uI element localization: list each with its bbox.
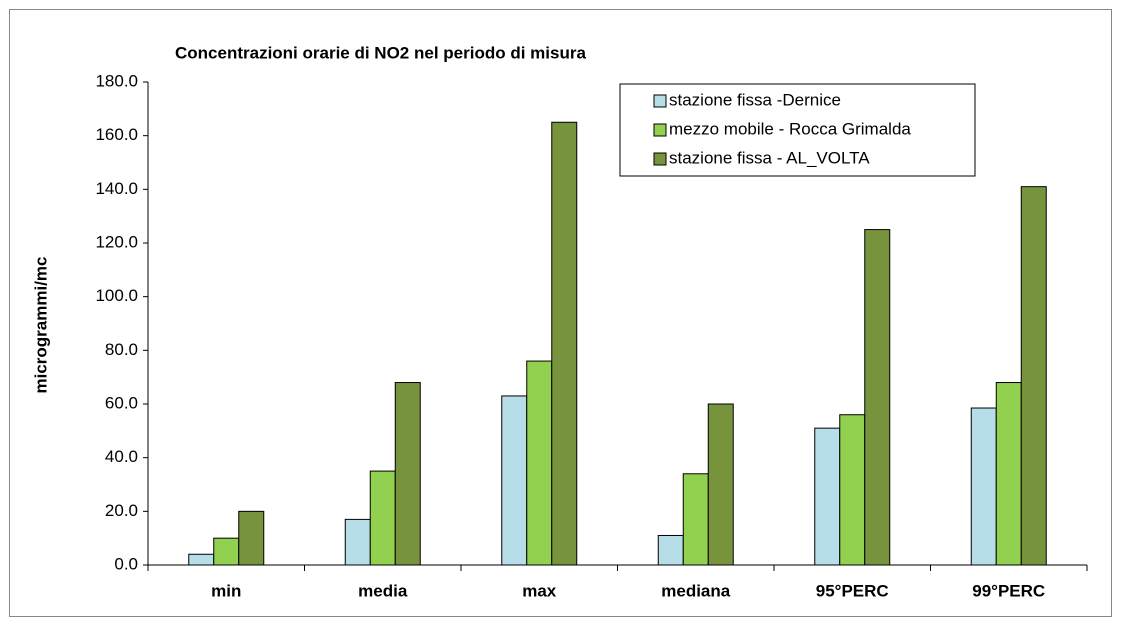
legend-swatch (653, 123, 667, 137)
bar (864, 229, 891, 566)
legend-label: mezzo mobile - Rocca Grimalda (669, 119, 911, 138)
legend-label: stazione fissa -Dernice (669, 90, 841, 109)
legend-box (619, 83, 976, 177)
bar (369, 470, 396, 566)
bar (682, 473, 709, 566)
x-tick-label: 99°PERC (972, 581, 1045, 600)
y-tick-label: 0.0 (114, 554, 138, 573)
bar (344, 518, 371, 566)
chart-title: Concentrazioni orarie di NO2 nel periodo… (175, 43, 586, 62)
bar (1020, 186, 1047, 566)
bar (551, 121, 578, 566)
bar (238, 510, 265, 566)
x-tick-label: 95°PERC (816, 581, 889, 600)
y-tick-label: 100.0 (95, 286, 138, 305)
bar (707, 403, 734, 566)
bar (814, 427, 841, 566)
y-tick-label: 80.0 (105, 340, 138, 359)
legend-label: stazione fissa - AL_VOLTA (669, 148, 870, 167)
bar (188, 553, 215, 566)
y-tick-label: 20.0 (105, 501, 138, 520)
y-tick-label: 40.0 (105, 447, 138, 466)
y-tick-label: 140.0 (95, 179, 138, 198)
y-tick-label: 180.0 (95, 71, 138, 90)
y-axis-label: microgrammi/mc (31, 257, 50, 394)
bar (995, 382, 1022, 566)
y-tick-label: 120.0 (95, 232, 138, 251)
bar (394, 382, 421, 566)
y-tick-label: 60.0 (105, 393, 138, 412)
x-tick-label: max (522, 581, 557, 600)
x-tick-label: mediana (661, 581, 731, 600)
x-tick-label: min (211, 581, 241, 600)
y-tick-label: 160.0 (95, 125, 138, 144)
bar (213, 537, 240, 566)
legend-swatch (653, 152, 667, 166)
bar (970, 407, 997, 566)
legend-swatch (653, 94, 667, 108)
bar (501, 395, 528, 566)
bar (839, 414, 866, 566)
bar (526, 360, 553, 566)
bar (657, 534, 684, 566)
x-tick-label: media (358, 581, 408, 600)
